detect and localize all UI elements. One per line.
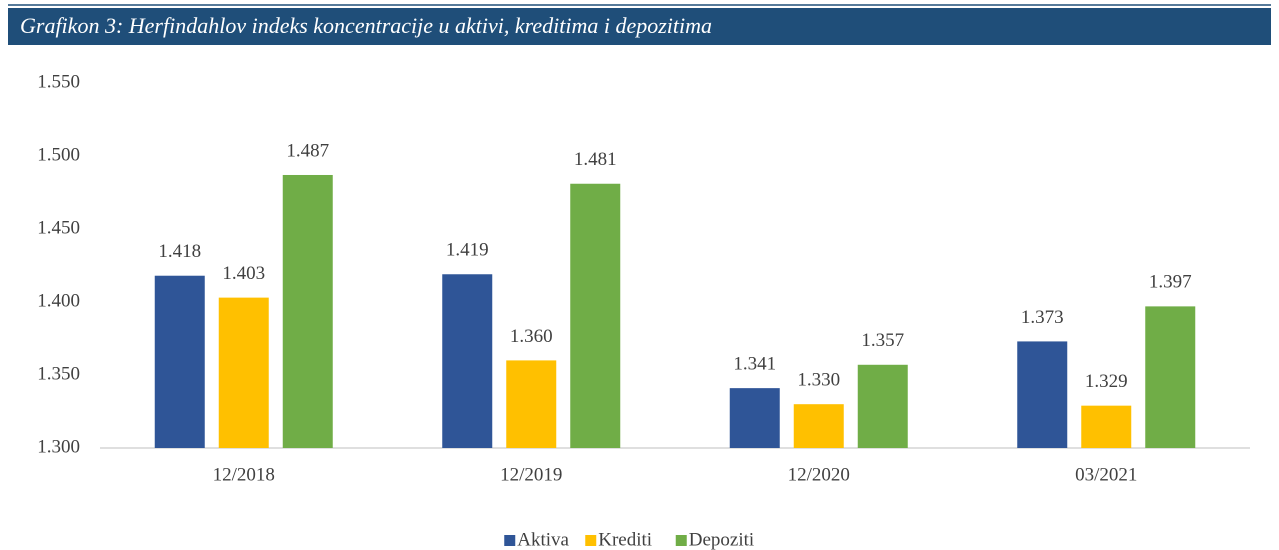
bar (857, 364, 908, 448)
x-tick-label: 12/2020 (788, 464, 850, 485)
y-tick-label: 1.400 (37, 290, 80, 311)
x-tick-label: 12/2018 (213, 464, 275, 485)
data-label: 1.373 (1021, 307, 1064, 328)
bar (506, 360, 557, 448)
legend-swatch (585, 535, 597, 546)
bar (442, 274, 493, 448)
bar (1145, 306, 1196, 448)
legend-label: Aktiva (517, 529, 569, 550)
bar (729, 388, 780, 448)
bar (218, 297, 269, 448)
x-tick-label: 12/2019 (500, 464, 562, 485)
data-label: 1.360 (510, 326, 553, 347)
y-tick-label: 1.450 (37, 217, 80, 238)
data-label: 1.418 (158, 241, 201, 262)
data-label: 1.329 (1085, 371, 1128, 392)
legend-swatch (504, 535, 516, 546)
data-label: 1.397 (1149, 272, 1192, 293)
y-tick-label: 1.350 (37, 363, 80, 384)
x-tick-label: 03/2021 (1075, 464, 1137, 485)
data-label: 1.481 (574, 149, 617, 170)
bar (282, 174, 333, 449)
data-label: 1.487 (286, 140, 329, 161)
data-label: 1.341 (733, 353, 776, 374)
bar (1017, 341, 1068, 448)
bar (570, 183, 621, 449)
y-tick-label: 1.550 (37, 71, 80, 92)
chart-title: Grafikon 3: Herfindahlov indeks koncentr… (20, 13, 712, 38)
legend-label: Depoziti (689, 529, 754, 550)
legend-swatch (675, 535, 687, 546)
data-label: 1.357 (861, 330, 904, 351)
title-bar (8, 8, 1271, 45)
data-label: 1.403 (222, 263, 265, 284)
data-label: 1.330 (797, 370, 840, 391)
legend-label: Krediti (598, 529, 652, 550)
bar (793, 404, 844, 448)
data-label: 1.419 (446, 240, 489, 261)
y-tick-label: 1.500 (37, 144, 80, 165)
bar (154, 275, 205, 448)
bar (1081, 405, 1132, 448)
y-tick-label: 1.300 (37, 436, 80, 457)
